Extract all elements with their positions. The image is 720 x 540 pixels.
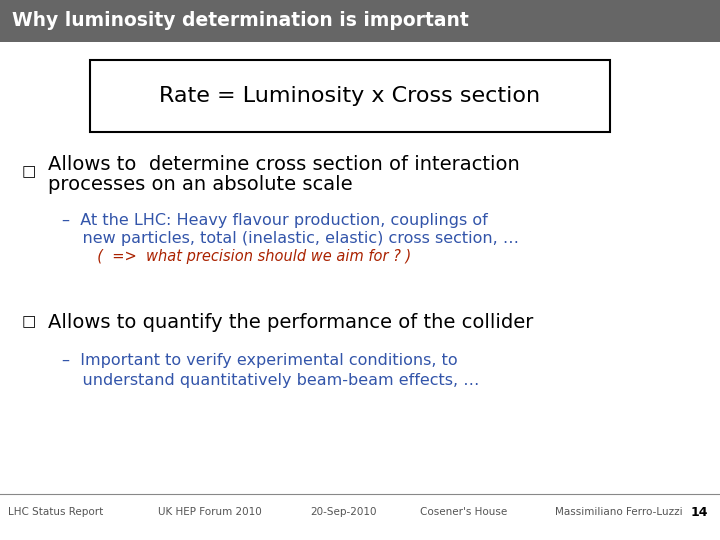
Text: LHC Status Report: LHC Status Report	[8, 507, 103, 517]
Text: processes on an absolute scale: processes on an absolute scale	[48, 174, 353, 193]
Text: Allows to  determine cross section of interaction: Allows to determine cross section of int…	[48, 154, 520, 173]
Text: understand quantitatively beam-beam effects, …: understand quantitatively beam-beam effe…	[62, 373, 480, 388]
Text: 20-Sep-2010: 20-Sep-2010	[310, 507, 377, 517]
Text: Why luminosity determination is important: Why luminosity determination is importan…	[12, 11, 469, 30]
Text: new particles, total (inelastic, elastic) cross section, …: new particles, total (inelastic, elastic…	[62, 232, 519, 246]
Text: UK HEP Forum 2010: UK HEP Forum 2010	[158, 507, 262, 517]
Text: Rate = Luminosity x Cross section: Rate = Luminosity x Cross section	[159, 86, 541, 106]
Text: Cosener's House: Cosener's House	[420, 507, 508, 517]
Bar	[0, 0, 720, 42]
Text: –  Important to verify experimental conditions, to: – Important to verify experimental condi…	[62, 353, 458, 368]
Text: 14: 14	[690, 505, 708, 518]
Text: Allows to quantify the performance of the collider: Allows to quantify the performance of th…	[48, 313, 534, 332]
Text: Massimiliano Ferro-Luzzi: Massimiliano Ferro-Luzzi	[555, 507, 683, 517]
Text: □: □	[22, 314, 37, 329]
Text: (  =>  what precision should we aim for ? ): ( => what precision should we aim for ? …	[88, 249, 411, 265]
Text: –  At the LHC: Heavy flavour production, couplings of: – At the LHC: Heavy flavour production, …	[62, 213, 487, 228]
FancyBboxPatch shape	[90, 60, 610, 132]
Text: □: □	[22, 165, 37, 179]
